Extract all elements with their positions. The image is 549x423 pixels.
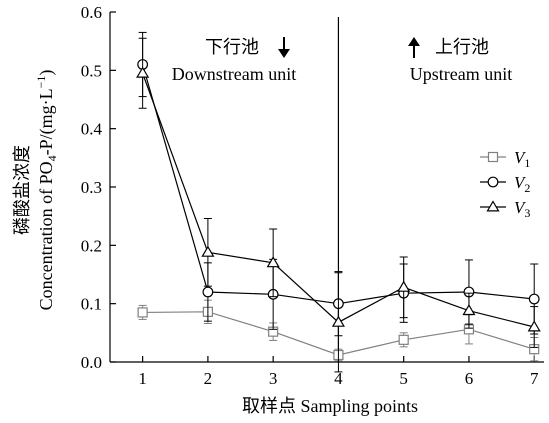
data-point	[137, 307, 148, 318]
y-axis-title-suffix: )	[36, 70, 57, 76]
legend-label: V3	[514, 198, 530, 220]
x-tick-label: 7	[530, 369, 539, 388]
data-point	[136, 66, 150, 78]
downstream-label-english: Downstream unit	[172, 64, 296, 84]
legend-label-subscript: 1	[524, 156, 530, 170]
y-tick-label: 0.2	[81, 236, 102, 255]
upstream-annotation: 上行池 Upstream unit	[408, 37, 512, 84]
data-point	[266, 256, 280, 268]
data-point	[202, 286, 214, 298]
y-tick-label: 0.6	[81, 3, 102, 22]
legend-marker	[486, 200, 500, 212]
y-tick-label: 0.5	[81, 61, 102, 80]
y-tick-label: 0.1	[81, 295, 102, 314]
downstream-annotation: 下行池 Downstream unit	[172, 37, 296, 84]
legend-item: V3	[480, 198, 530, 220]
y-axis-title-middle: -P/(mg·L	[36, 88, 57, 155]
data-point	[462, 303, 476, 316]
data-point	[527, 320, 541, 332]
legend-label-subscript: 2	[524, 181, 530, 195]
legend-item: V2	[480, 173, 530, 195]
upstream-label-chinese: 上行池	[435, 37, 489, 57]
data-point	[398, 334, 409, 345]
x-tick-label: 5	[399, 369, 408, 388]
x-tick-label: 2	[204, 369, 213, 388]
y-axis-title-subscript: 4	[45, 155, 59, 161]
x-tick-label: 3	[269, 369, 278, 388]
data-point	[397, 280, 411, 292]
x-tick-label: 6	[465, 369, 474, 388]
upstream-label-english: Upstream unit	[410, 64, 512, 84]
y-tick-label: 0.3	[81, 178, 102, 197]
up-arrow-icon	[408, 37, 420, 58]
x-axis-title: 取样点 Sampling points	[242, 396, 418, 416]
legend-item: V1	[480, 148, 530, 170]
legend-marker	[487, 151, 499, 163]
y-tick-label: 0.4	[81, 120, 103, 139]
legend-label: V1	[514, 148, 530, 170]
legend-label: V2	[514, 173, 530, 195]
x-tick-label: 4	[334, 369, 343, 388]
data-point	[201, 245, 215, 257]
y-axis-title-prefix: Concentration of PO	[36, 161, 56, 310]
y-axis-title-chinese: 磷酸盐浓度	[12, 145, 32, 235]
legend-label-name: V	[514, 198, 527, 217]
y-axis-title-english: Concentration of PO4-P/(mg·L−1)	[34, 70, 59, 311]
data-point	[331, 315, 345, 327]
legend-label-name: V	[514, 148, 527, 167]
y-tick-label: 0.0	[81, 353, 102, 372]
downstream-label-chinese: 下行池	[205, 37, 259, 57]
x-tick-label: 1	[138, 369, 147, 388]
data-point	[528, 293, 540, 305]
legend-label-subscript: 3	[524, 206, 530, 220]
down-arrow-icon	[278, 37, 290, 58]
y-axis-title-superscript: −1	[34, 76, 48, 89]
legend-marker	[487, 176, 499, 188]
series-V3	[136, 37, 541, 373]
plot-area: 0.0 0.1 0.2 0.3 0.4 0.5 0.6 1 2 3 4 5 6 7	[81, 3, 544, 388]
legend-label-name: V	[514, 173, 527, 192]
